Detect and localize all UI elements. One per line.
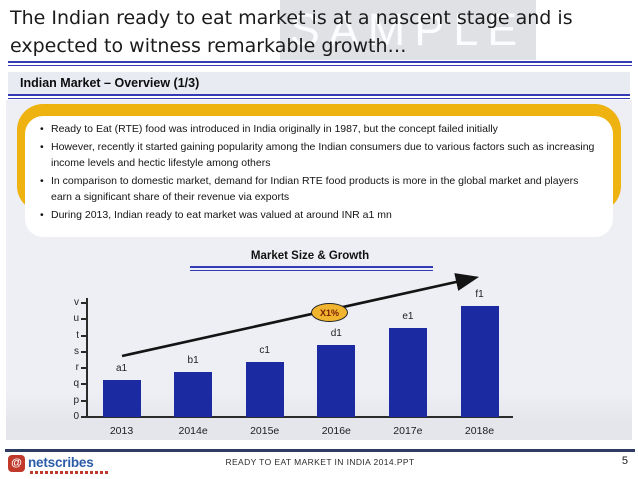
section-header-divider — [8, 94, 630, 99]
bar-value-label-f1: f1 — [475, 289, 484, 301]
chart-title: Market Size & Growth — [250, 250, 370, 262]
bar-value-label-b1: b1 — [187, 355, 199, 367]
bullet-text: Ready to Eat (RTE) food was introduced i… — [51, 123, 498, 135]
y-tick-mark — [81, 302, 86, 304]
x-axis — [86, 416, 513, 418]
logo-tagline — [30, 471, 108, 474]
chart-title-divider — [190, 266, 433, 271]
bar-2016e — [317, 345, 356, 417]
y-tick-label-p: p — [73, 394, 79, 406]
bar-2015e — [245, 361, 284, 417]
slide-title: The Indian ready to eat market is at a n… — [10, 4, 573, 60]
y-tick-mark — [81, 334, 86, 337]
y-tick-mark — [81, 399, 86, 402]
y-tick-label-v: v — [74, 297, 79, 308]
bar-value-label-c1: c1 — [259, 344, 270, 356]
y-tick-label-t: t — [76, 329, 79, 341]
y-tick-mark — [81, 318, 86, 321]
bullet-item-4: • During 2013, Indian ready to eat market… — [40, 207, 601, 224]
y-tick-label-s: s — [74, 345, 79, 357]
x-tick-label-2016e: 2016e — [321, 425, 351, 437]
y-tick-label-q: q — [73, 378, 79, 390]
bar-value-label-e1: e1 — [402, 311, 414, 323]
bullet-item-3: • In comparison to domestic market, deman… — [40, 173, 601, 206]
logo-swirl-icon: @ — [8, 455, 25, 472]
bullet-list: • Ready to Eat (RTE) food was introduced … — [40, 121, 601, 223]
y-tick-mark — [81, 416, 86, 418]
x-tick-label-2013: 2013 — [109, 425, 134, 437]
y-tick-label-r: r — [75, 362, 79, 374]
bullet-text: During 2013, Indian ready to eat market … — [51, 208, 392, 221]
growth-rate-badge: X1% — [311, 303, 348, 322]
callout-box: • Ready to Eat (RTE) food was introduced … — [25, 116, 613, 237]
logo-wordmark: netscribes — [28, 455, 94, 470]
bullet-text: However, recently it started gaining pop… — [51, 140, 595, 170]
x-tick-label-2017e: 2017e — [393, 425, 423, 437]
bullet-item-2: • However, recently it started gaining po… — [40, 139, 601, 172]
y-axis — [86, 298, 88, 418]
x-tick-label-2018e: 2018e — [464, 425, 495, 437]
y-tick-mark — [81, 350, 86, 353]
y-tick-label-0: 0 — [73, 411, 79, 422]
bullet-marker: • — [40, 123, 44, 135]
y-tick-mark — [81, 367, 86, 370]
bar-2017e — [388, 328, 427, 417]
slide-title-line-1: The Indian ready to eat market is at a n… — [10, 7, 573, 29]
bar-value-label-a1: a1 — [115, 363, 128, 375]
bullet-item-1: • Ready to Eat (RTE) food was introduced … — [40, 121, 601, 138]
y-tick-label-u: u — [73, 313, 79, 325]
slide-title-line-2: expected to witness remarkable growth… — [10, 35, 407, 57]
x-tick-label-2014e: 2014e — [178, 425, 208, 437]
bullet-marker: • — [40, 140, 44, 153]
bar-2013 — [102, 380, 141, 417]
bar-value-label-d1: d1 — [330, 328, 342, 340]
netscribes-logo: @ netscribes — [8, 455, 94, 472]
bar-2014e — [174, 372, 213, 417]
bullet-text: In comparison to domestic market, demand… — [51, 174, 579, 204]
bar-2018e — [460, 306, 499, 417]
page-number: 5 — [621, 455, 628, 467]
x-tick-label-2015e: 2015e — [250, 425, 280, 437]
footer-doc-title: READY TO EAT MARKET IN INDIA 2014.PPT — [225, 457, 415, 467]
bullet-marker: • — [40, 174, 44, 187]
y-tick-mark — [81, 383, 86, 386]
sample-watermark: SAMPLE — [280, 0, 536, 60]
title-divider — [8, 61, 632, 66]
bullet-marker: • — [40, 208, 44, 221]
section-header: Indian Market – Overview (1/3) — [8, 72, 630, 94]
footer-divider — [5, 449, 635, 452]
